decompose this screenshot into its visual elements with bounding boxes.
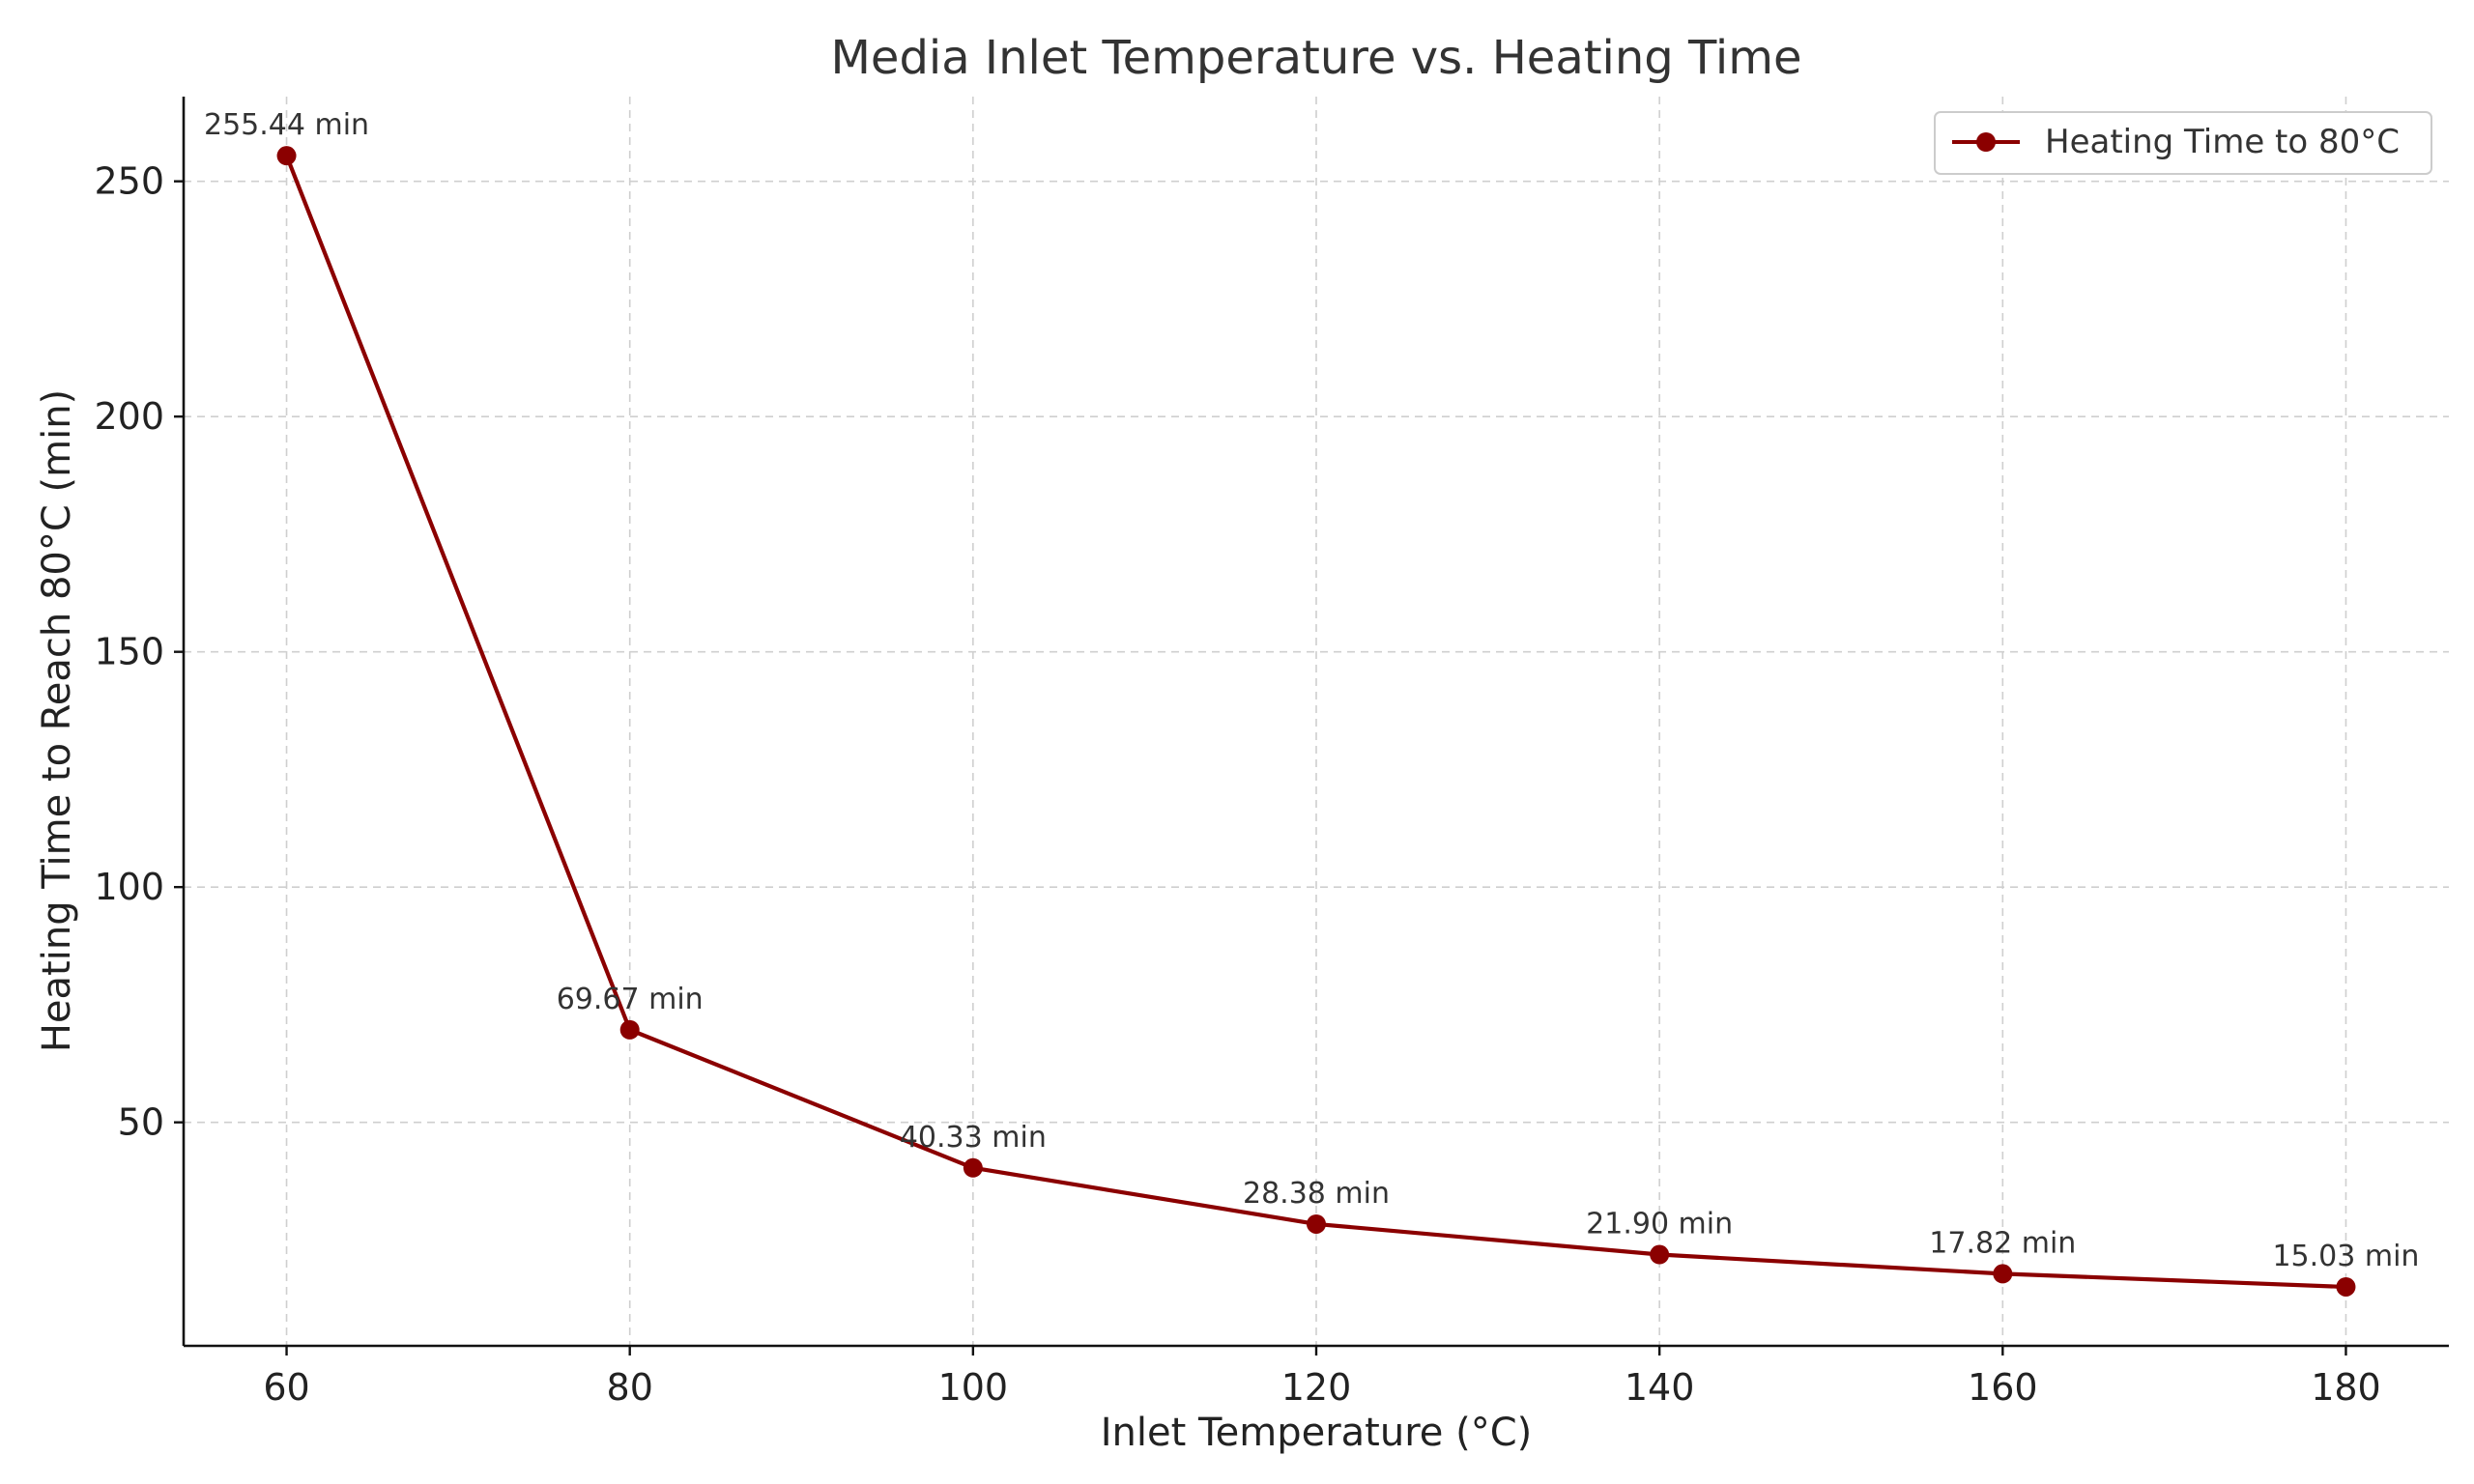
data-label: 69.67 min: [557, 983, 704, 1016]
data-label: 255.44 min: [204, 108, 369, 142]
data-point: [1307, 1213, 1326, 1234]
x-tick-label: 160: [1968, 1366, 2038, 1409]
x-tick-label: 100: [938, 1366, 1009, 1409]
data-point: [1650, 1244, 1670, 1265]
legend-box: [1934, 111, 2432, 175]
x-tick-label: 60: [263, 1366, 309, 1409]
legend-marker-swatch: [1976, 132, 1996, 152]
y-tick-label: 50: [118, 1101, 164, 1144]
data-point: [963, 1157, 983, 1178]
chart-title: Media Inlet Temperature vs. Heating Time: [831, 31, 1802, 85]
data-labels: 255.44 min 69.67 min 40.33 min 28.38 min 21.…: [204, 108, 2419, 1273]
legend: Heating Time to 80°C: [1934, 111, 2432, 175]
data-point: [1993, 1264, 2013, 1284]
grid: [184, 97, 2449, 1346]
data-label: 40.33 min: [900, 1121, 1047, 1155]
data-label: 21.90 min: [1586, 1208, 1733, 1241]
legend-label: Heating Time to 80°C: [2045, 123, 2400, 161]
data-label: 28.38 min: [1243, 1177, 1390, 1211]
series-heating-time: [276, 146, 2356, 1297]
data-label: 15.03 min: [2272, 1240, 2419, 1273]
y-tick-label: 100: [94, 866, 164, 908]
x-tick-label: 80: [607, 1366, 653, 1409]
x-tick-label: 120: [1281, 1366, 1352, 1409]
data-point: [2336, 1276, 2356, 1297]
y-axis-ticks: 50 100 150 200 250: [94, 160, 184, 1144]
y-tick-label: 200: [94, 395, 164, 438]
data-label: 17.82 min: [1929, 1226, 2076, 1260]
data-point: [619, 1019, 640, 1040]
data-point: [276, 146, 297, 166]
x-axis-ticks: 60 80 100 120 140 160 180: [263, 1346, 2381, 1409]
y-tick-label: 150: [94, 631, 164, 673]
x-tick-label: 140: [1625, 1366, 1695, 1409]
x-axis-label: Inlet Temperature (°C): [1101, 1411, 1533, 1455]
x-tick-label: 180: [2311, 1366, 2381, 1409]
y-axis-label: Heating Time to Reach 80°C (min): [35, 389, 79, 1052]
y-tick-label: 250: [94, 160, 164, 203]
